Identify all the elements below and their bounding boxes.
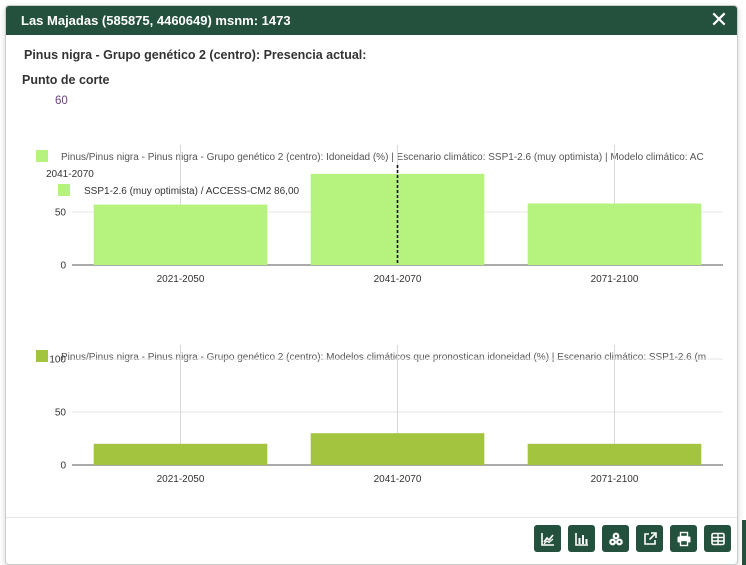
tooltip-title: 2041-2070	[46, 169, 94, 180]
dialog-title: Las Majadas (585875, 4460649) msnm: 1473	[21, 13, 291, 28]
external-link-icon	[643, 531, 657, 545]
cut-point-value: 60	[55, 95, 68, 107]
y-tick-label: 50	[55, 408, 67, 419]
dialog-toolbar	[534, 525, 731, 552]
bar	[93, 204, 268, 265]
table-button[interactable]	[704, 525, 731, 552]
species-title: Pinus nigra - Grupo genético 2 (centro):…	[24, 48, 367, 62]
bar-chart-icon	[574, 532, 588, 546]
bar	[310, 433, 485, 465]
y-tick-label: 0	[60, 261, 66, 272]
three-circles-icon	[608, 532, 623, 545]
legend-label: Pinus/Pinus nigra - Pinus nigra - Grupo …	[61, 152, 704, 163]
x-tick-label: 2071-2100	[591, 474, 639, 485]
bar	[527, 443, 702, 465]
climate-models-chart: Pinus/Pinus nigra - Pinus nigra - Grupo …	[36, 345, 723, 485]
suitability-chart: Pinus/Pinus nigra - Pinus nigra - Grupo …	[36, 145, 723, 285]
y-tick-label: 50	[55, 208, 67, 219]
x-tick-label: 2041-2070	[374, 474, 422, 485]
line-chart-button[interactable]	[534, 525, 561, 552]
background-panel-edge	[742, 520, 746, 565]
info-dialog: Las Majadas (585875, 4460649) msnm: 1473…	[5, 5, 738, 565]
tooltip-swatch	[58, 184, 70, 196]
line-chart-icon	[540, 532, 554, 546]
y-tick-label: 0	[60, 461, 66, 472]
print-button[interactable]	[670, 525, 697, 552]
footer-divider	[6, 517, 737, 518]
x-tick-label: 2041-2070	[374, 274, 422, 285]
bar	[310, 173, 485, 265]
bar-chart-button[interactable]	[568, 525, 595, 552]
x-tick-label: 2071-2100	[591, 274, 639, 285]
legend-label: Pinus/Pinus nigra - Pinus nigra - Grupo …	[61, 352, 706, 363]
dialog-body: Pinus nigra - Grupo genético 2 (centro):…	[6, 35, 737, 515]
print-icon	[677, 531, 690, 546]
table-icon	[710, 532, 725, 545]
y-tick-label: 100	[49, 355, 66, 366]
bar	[93, 443, 268, 465]
close-icon[interactable]: ✕	[709, 7, 729, 32]
dialog-header: Las Majadas (585875, 4460649) msnm: 1473…	[6, 6, 737, 35]
cut-point-label: Punto de corte	[22, 73, 110, 87]
tooltip-entry: SSP1-2.6 (muy optimista) / ACCESS-CM2 86…	[84, 186, 300, 197]
distribution-button[interactable]	[602, 525, 629, 552]
bar	[527, 203, 702, 265]
open-external-button[interactable]	[636, 525, 663, 552]
legend-swatch	[36, 350, 48, 362]
x-tick-label: 2021-2050	[157, 474, 205, 485]
x-tick-label: 2021-2050	[157, 274, 205, 285]
legend-swatch	[36, 150, 48, 162]
